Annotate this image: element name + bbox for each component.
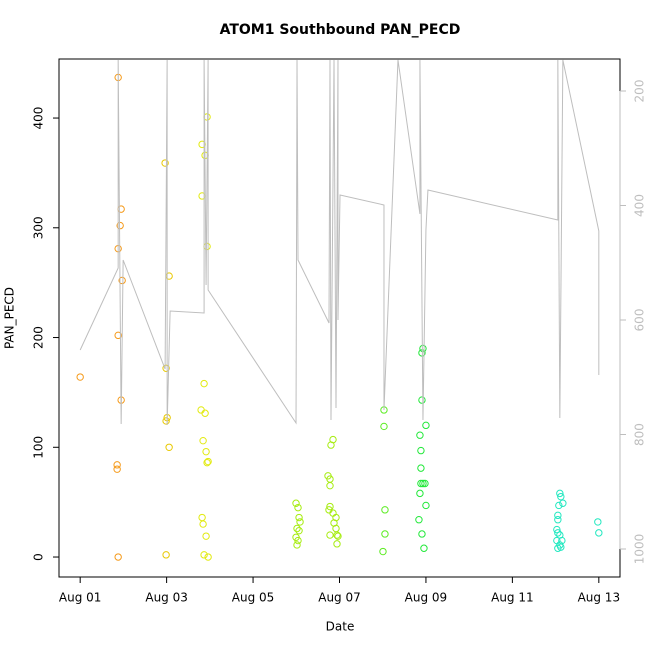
y2-tick-label: 800 [633, 423, 647, 446]
point [422, 501, 430, 510]
y2-tick-label: 400 [633, 194, 647, 217]
point [294, 536, 302, 545]
point [381, 530, 389, 538]
y-tick-label: 200 [32, 326, 46, 349]
y-tick-label: 400 [32, 107, 46, 130]
point [559, 499, 567, 507]
point [415, 516, 423, 524]
point [161, 159, 169, 167]
point [557, 492, 565, 501]
point [334, 532, 342, 540]
point [417, 446, 425, 455]
point [379, 547, 387, 556]
point [76, 373, 84, 381]
x-tick-label: Aug 13 [578, 591, 621, 605]
point [554, 511, 562, 520]
plot-frame [58, 58, 621, 578]
point [554, 529, 562, 537]
point [118, 276, 126, 285]
point [200, 379, 208, 388]
point [200, 551, 208, 559]
point [202, 447, 210, 456]
point [293, 541, 301, 549]
point [162, 417, 170, 425]
point [333, 531, 341, 539]
point [326, 481, 334, 490]
point [554, 516, 562, 524]
point [553, 525, 561, 534]
y-axis-label: PAN_PECD [3, 287, 17, 349]
point [326, 502, 334, 511]
point [165, 443, 173, 451]
point [292, 499, 300, 507]
point [381, 506, 389, 514]
point [421, 479, 429, 488]
point [162, 364, 170, 372]
point [417, 479, 425, 488]
y2-tick-label: 1000 [633, 534, 647, 565]
point [204, 457, 212, 466]
x-tick-label: Aug 01 [59, 591, 102, 605]
point [419, 344, 427, 353]
point [595, 529, 603, 537]
point [201, 409, 209, 417]
point [420, 544, 428, 552]
y-tick-label: 300 [32, 216, 46, 239]
point [202, 532, 210, 540]
point [197, 406, 205, 414]
point [419, 479, 427, 488]
point [594, 518, 602, 526]
point [556, 489, 564, 498]
point [295, 526, 303, 535]
point [333, 540, 341, 548]
point [417, 464, 425, 472]
point [422, 421, 430, 430]
point [113, 461, 121, 469]
point [116, 221, 124, 230]
point [203, 458, 211, 467]
point [416, 431, 424, 439]
point [199, 436, 207, 445]
point [293, 524, 301, 533]
point [296, 518, 304, 526]
point [554, 544, 562, 552]
point [326, 531, 334, 539]
y2-tick-label: 200 [633, 80, 647, 103]
point [204, 553, 212, 561]
point [203, 242, 211, 251]
y-tick-label: 100 [32, 436, 46, 459]
point [327, 441, 335, 449]
point [418, 530, 426, 538]
point [555, 501, 563, 510]
point [114, 553, 122, 561]
line [79, 59, 600, 426]
point [416, 489, 424, 498]
x-axis-label: Date [326, 620, 355, 634]
point [114, 331, 122, 340]
x-tick-label: Aug 05 [232, 591, 275, 605]
point [380, 422, 388, 431]
x-tick-label: Aug 03 [145, 591, 188, 605]
x-tick-label: Aug 09 [405, 591, 448, 605]
point [295, 513, 303, 522]
point [113, 465, 121, 473]
point [294, 503, 302, 512]
x-tick-label: Aug 11 [491, 591, 534, 605]
point [199, 520, 207, 528]
point [332, 524, 340, 533]
point [418, 396, 426, 404]
chart-title: ATOM1 Southbound PAN_PECD [220, 22, 461, 38]
y2-tick-label: 600 [633, 309, 647, 332]
x-tick-label: Aug 07 [318, 591, 361, 605]
y-tick-label: 0 [32, 553, 46, 561]
point [162, 551, 170, 559]
point [198, 513, 206, 522]
